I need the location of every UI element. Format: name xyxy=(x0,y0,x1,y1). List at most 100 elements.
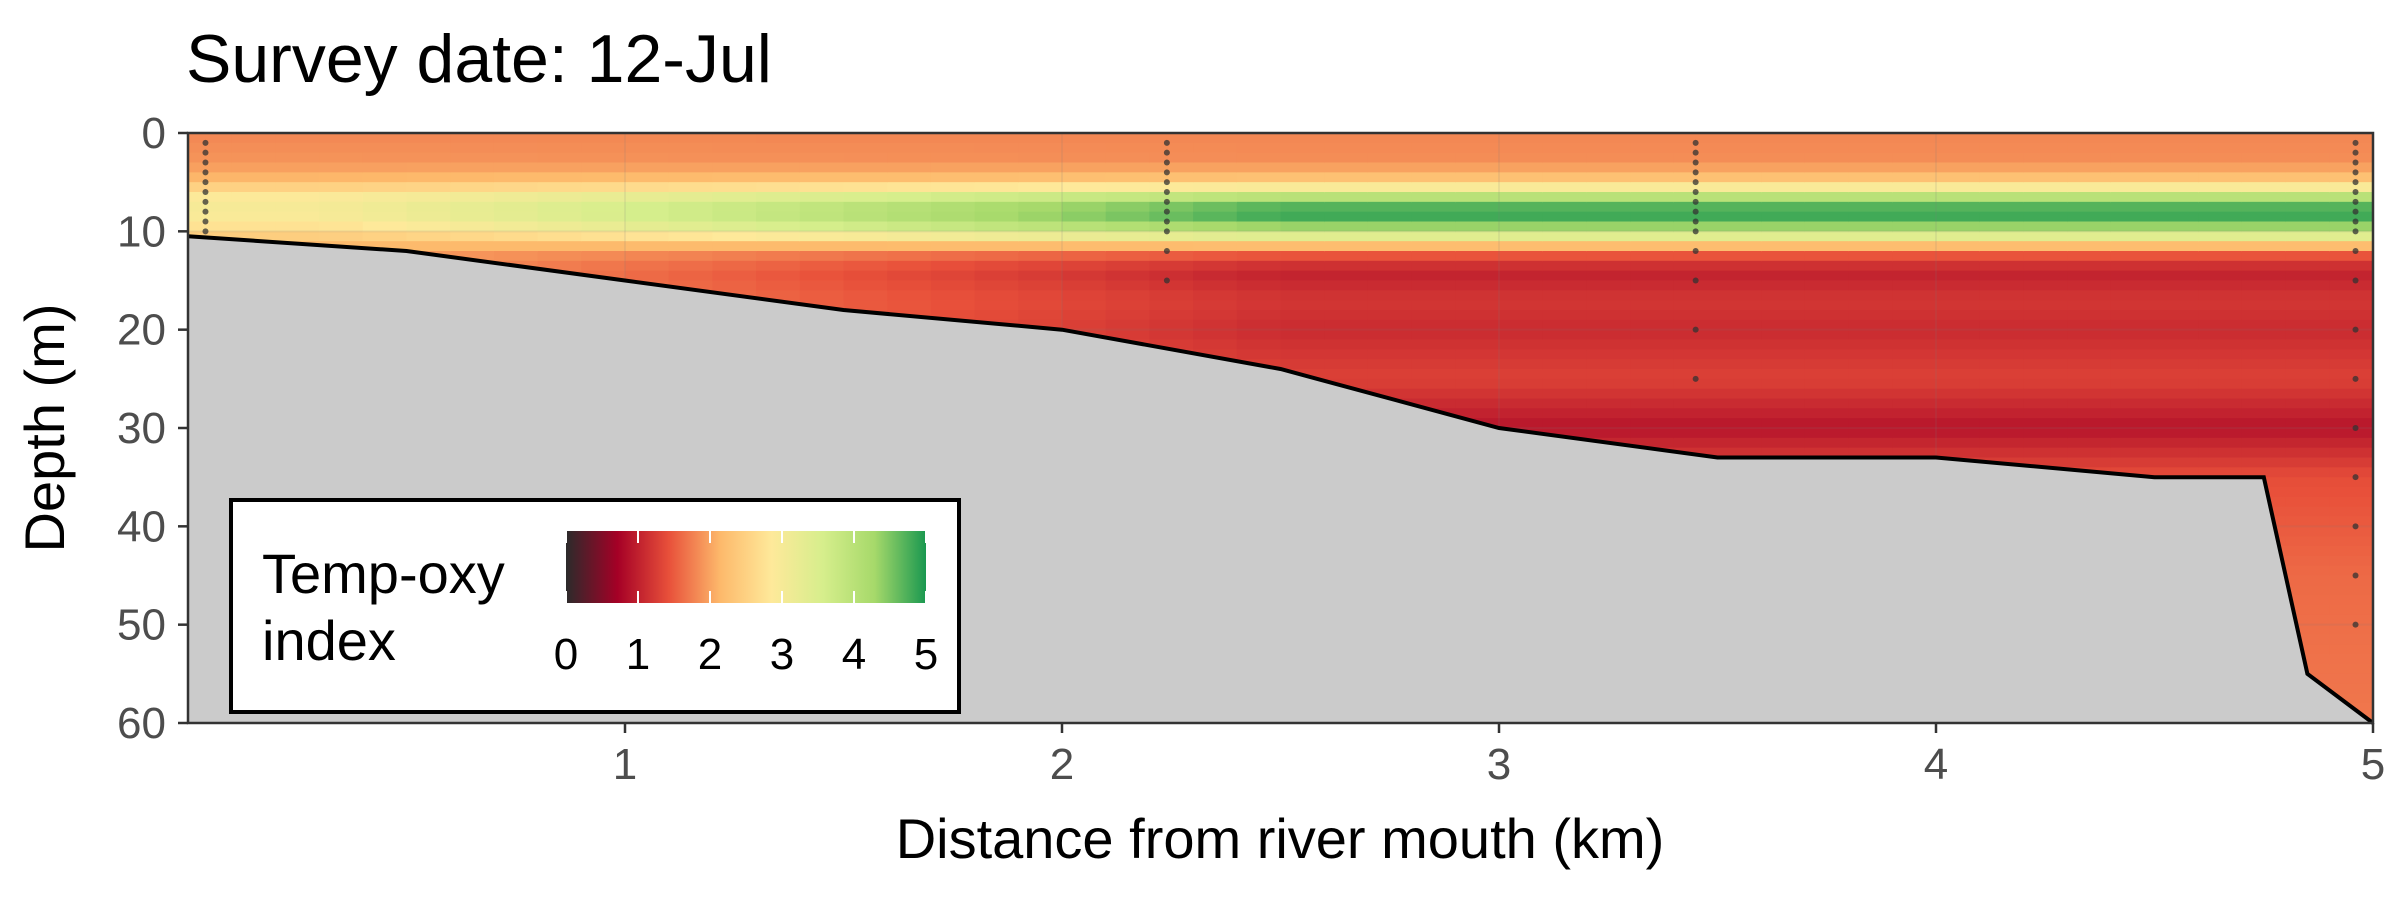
heat-cell xyxy=(1193,251,1238,262)
heat-cell xyxy=(2241,211,2287,223)
heat-cell xyxy=(1236,319,1282,331)
heat-cell xyxy=(1586,142,1631,154)
heat-cell xyxy=(930,241,976,252)
heat-cell xyxy=(406,192,451,203)
heat-cell xyxy=(493,162,539,174)
heat-cell xyxy=(2329,437,2373,449)
heat-cell xyxy=(2067,201,2112,213)
heat-cell xyxy=(1367,211,1413,223)
heat-cell xyxy=(2198,142,2243,154)
heat-cell xyxy=(1761,408,1806,419)
heat-cell xyxy=(625,221,670,233)
heat-cell xyxy=(581,162,626,174)
heat-cell xyxy=(2067,418,2112,429)
heat-cell xyxy=(1586,428,1631,439)
heat-cell xyxy=(668,182,714,193)
heat-cell xyxy=(2285,142,2331,154)
heat-cell xyxy=(1280,359,1325,370)
heat-cell xyxy=(1717,300,1762,311)
heat-cell xyxy=(2198,467,2243,478)
heat-cell xyxy=(1367,152,1413,164)
sample-point xyxy=(1163,198,1170,205)
heat-cell xyxy=(1936,447,1981,459)
heat-cell xyxy=(1324,310,1369,321)
heat-cell xyxy=(1542,162,1588,174)
heat-cell xyxy=(1586,300,1631,311)
sample-point xyxy=(2352,228,2359,235)
heat-cell xyxy=(2023,172,2068,183)
heat-cell xyxy=(2067,162,2112,174)
heat-cell xyxy=(1979,221,2025,233)
heat-cell xyxy=(581,241,626,252)
heat-cell xyxy=(2329,339,2373,351)
heat-cell xyxy=(1236,290,1282,301)
heat-cell xyxy=(843,241,888,252)
heat-cell xyxy=(1411,349,1457,360)
heat-cell xyxy=(1062,152,1107,164)
y-tick-label: 30 xyxy=(117,404,166,453)
heat-cell xyxy=(1499,339,1544,351)
heat-cell xyxy=(1804,211,1850,223)
heat-cell xyxy=(2329,310,2373,321)
heat-cell xyxy=(2110,319,2156,331)
heat-cell xyxy=(1367,133,1413,144)
heat-cell xyxy=(1630,398,1675,410)
heat-cell xyxy=(2329,644,2373,655)
heat-cell xyxy=(2023,142,2068,154)
heat-cell xyxy=(1280,231,1325,242)
sample-point xyxy=(202,169,209,176)
heat-cell xyxy=(1280,290,1325,301)
sample-point xyxy=(202,159,209,166)
heat-cell xyxy=(2110,142,2156,154)
heat-cell xyxy=(493,152,539,164)
heat-cell xyxy=(1193,241,1238,252)
heat-cell xyxy=(581,182,626,193)
heat-cell xyxy=(1542,349,1588,360)
heat-cell xyxy=(1062,270,1107,282)
heat-cell xyxy=(1848,319,1894,331)
heat-cell xyxy=(712,221,757,233)
heat-cell xyxy=(756,201,801,213)
heat-cell xyxy=(1586,339,1631,351)
heat-cell xyxy=(843,260,888,272)
heat-cell xyxy=(2023,359,2068,370)
heat-cell xyxy=(2285,369,2331,380)
heat-cell xyxy=(1499,329,1544,341)
heat-cell xyxy=(799,192,845,203)
heat-cell xyxy=(1804,142,1850,154)
heat-cell xyxy=(1848,280,1894,292)
heat-cell xyxy=(1193,329,1238,341)
heat-cell xyxy=(887,260,932,272)
sample-point xyxy=(2352,159,2359,166)
heat-cell xyxy=(2067,133,2112,144)
heat-cell xyxy=(2285,349,2331,360)
heat-cell xyxy=(2067,290,2112,301)
heat-cell xyxy=(1979,339,2025,351)
heat-cell xyxy=(1717,182,1762,193)
heat-cell xyxy=(362,192,408,203)
heat-cell xyxy=(1018,142,1063,154)
heat-cell xyxy=(1848,182,1894,193)
heat-cell xyxy=(1499,142,1544,154)
heat-cell xyxy=(2154,133,2199,144)
heat-cell xyxy=(493,231,539,242)
heat-cell xyxy=(362,142,408,154)
heat-cell xyxy=(1499,280,1544,292)
heat-cell xyxy=(1892,359,1937,370)
heat-cell xyxy=(1936,418,1981,429)
heat-cell xyxy=(1892,162,1937,174)
heat-cell xyxy=(1673,182,1719,193)
heat-cell xyxy=(1804,270,1850,282)
heat-cell xyxy=(2023,378,2068,390)
heat-cell xyxy=(2154,142,2199,154)
heat-cell xyxy=(2241,142,2287,154)
heat-cell xyxy=(1936,201,1981,213)
heat-cell xyxy=(1936,349,1981,360)
heat-cell xyxy=(1455,231,1500,242)
heat-cell xyxy=(1936,192,1981,203)
heat-cell xyxy=(1062,133,1107,144)
heat-cell xyxy=(930,192,976,203)
heat-cell xyxy=(2067,270,2112,282)
heat-cell xyxy=(1979,408,2025,419)
